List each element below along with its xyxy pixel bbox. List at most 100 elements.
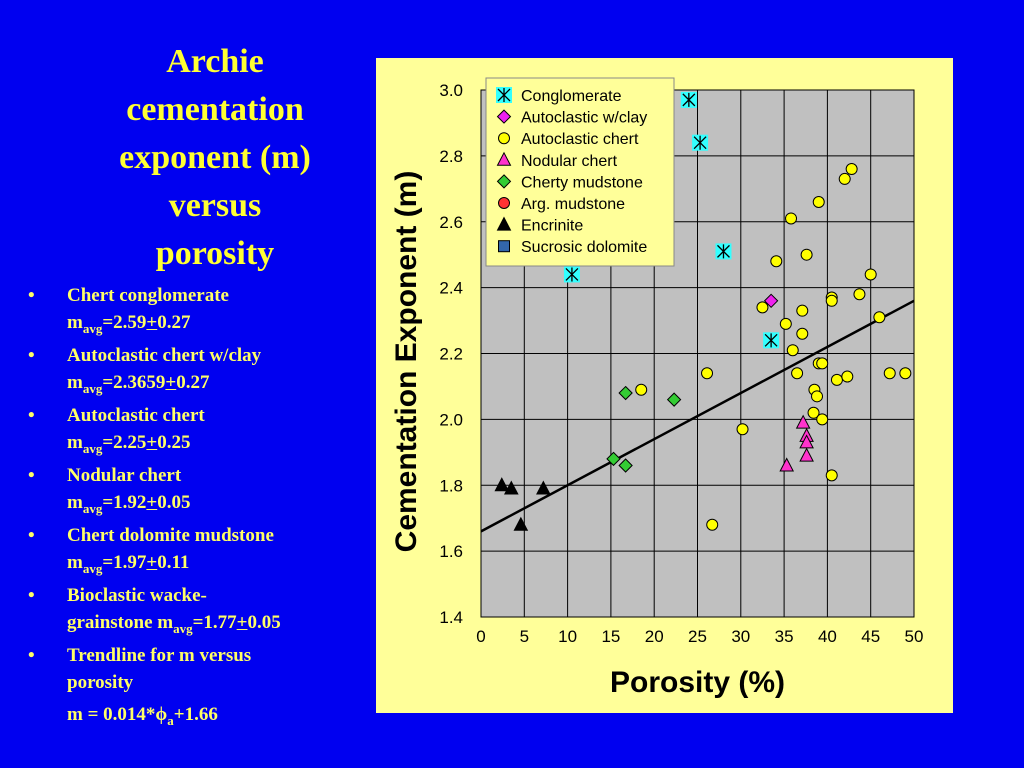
marker-asterisk-lines	[497, 88, 511, 102]
data-point	[811, 390, 824, 403]
x-axis-title: Porosity (%)	[610, 666, 785, 699]
value-prefix: m	[67, 432, 83, 453]
bullet-item: • Autoclastic chert mavg=2.25+0.25	[22, 402, 362, 456]
value-deviation: 0.05	[247, 612, 281, 633]
data-point	[864, 268, 877, 281]
data-point	[779, 317, 792, 330]
legend-marker	[496, 216, 512, 231]
marker-triangle	[503, 480, 519, 495]
marker-diamond	[618, 458, 633, 473]
bullet-label: Bioclastic wacke-	[67, 585, 207, 606]
marker-circle	[830, 373, 843, 386]
plus-minus-sign: +	[165, 372, 177, 393]
marker-circle	[811, 390, 824, 403]
bullet-item: • Autoclastic chert w/clay mavg=2.3659+0.2…	[22, 342, 362, 396]
x-tick-label: 35	[775, 627, 794, 646]
chart-panel: 0 5 10 15 20 25 30 35 40 45 50 1.4 1.6 1.8 2.0 2.2 2.4 2.…	[376, 58, 953, 713]
marker-diamond	[606, 451, 621, 467]
value-mean: =1.77	[192, 612, 237, 633]
value-subscript: avg	[173, 620, 193, 636]
bullet-marker: •	[28, 585, 35, 606]
marker-circle	[635, 383, 648, 396]
data-point	[779, 457, 795, 472]
marker-triangle	[799, 447, 814, 462]
slide-title: Archie cementation exponent (m) versus poros…	[85, 38, 345, 278]
y-tick-label: 1.8	[439, 476, 463, 495]
marker-diamond	[496, 109, 512, 124]
marker-circle	[785, 212, 798, 225]
value-prefix: porosity	[67, 672, 134, 693]
marker-circle	[853, 288, 866, 301]
data-point	[791, 367, 804, 380]
formula-suffix: +1.66	[173, 704, 218, 725]
data-point	[825, 469, 838, 482]
marker-circle	[736, 423, 749, 436]
bullet-value: mavg=2.59+0.27	[67, 309, 362, 336]
value-subscript: avg	[82, 500, 103, 516]
data-point	[756, 301, 769, 314]
marker-circle	[796, 304, 809, 317]
data-point	[799, 447, 814, 462]
value-mean: =1.92	[102, 492, 147, 513]
marker-circle	[825, 294, 838, 307]
legend-marker	[496, 174, 512, 189]
bullet-value: mavg=1.92+0.05	[67, 489, 362, 516]
data-point	[503, 480, 519, 495]
marker-circle	[800, 248, 813, 261]
legend-label: Sucrosic dolomite	[521, 239, 647, 256]
data-point	[800, 248, 813, 261]
marker-diamond	[763, 293, 779, 309]
marker-circle	[838, 172, 851, 185]
marker-circle	[779, 317, 792, 330]
legend-label: Conglomerate	[521, 88, 622, 105]
data-point	[715, 243, 732, 260]
marker-circle	[825, 469, 838, 482]
value-subscript: avg	[82, 440, 103, 456]
bullet-label: Nodular chert	[67, 465, 182, 486]
scatter-chart: 0 5 10 15 20 25 30 35 40 45 50 1.4 1.6 1.8 2.0 2.2 2.4 2.…	[390, 77, 924, 699]
marker-circle	[807, 406, 820, 419]
data-point	[816, 413, 829, 426]
y-tick-label: 3.0	[439, 81, 463, 100]
bullet-value: grainstone mavg=1.77+0.05	[67, 609, 362, 636]
plus-minus-sign: +	[146, 312, 158, 333]
legend-marker	[496, 109, 512, 124]
formula-prefix: m = 0.014*	[67, 704, 156, 725]
marker-circle	[841, 370, 854, 383]
legend-label: Encrinite	[521, 218, 583, 235]
marker-circle	[498, 197, 510, 209]
marker-circle	[845, 163, 858, 176]
title-line: porosity	[155, 235, 275, 272]
marker-asterisk-lines	[682, 92, 696, 107]
y-tick-label: 2.8	[439, 147, 463, 166]
data-point	[635, 383, 648, 396]
marker-asterisk-lines	[565, 267, 579, 282]
data-point	[873, 311, 886, 324]
bullet-value: mavg=1.97+0.11	[67, 549, 362, 576]
x-tick-label: 30	[731, 627, 750, 646]
value-prefix: m	[67, 492, 83, 513]
x-tick-label: 50	[905, 627, 924, 646]
y-tick-label: 2.4	[439, 279, 463, 298]
legend-label: Cherty mudstone	[521, 174, 643, 191]
value-deviation: 0.27	[176, 372, 210, 393]
data-point	[838, 172, 851, 185]
data-point	[706, 518, 719, 531]
value-deviation: 0.27	[157, 312, 191, 333]
plus-minus-sign: +	[146, 552, 158, 573]
marker-circle	[864, 268, 877, 281]
marker-circle	[786, 344, 799, 357]
phi-symbol: ϕ	[155, 704, 168, 725]
marker-triangle	[496, 216, 512, 231]
trendline-formula: m = 0.014*ϕa+1.66	[67, 704, 218, 727]
data-point	[494, 477, 510, 492]
bullet-label: Trendline for m versus	[67, 645, 252, 666]
bullet-marker: •	[28, 645, 35, 666]
bullet-item: • Bioclastic wacke-grainstone mavg=1.77+0…	[22, 582, 362, 636]
value-mean: =2.3659	[102, 372, 166, 393]
x-tick-label: 25	[688, 627, 707, 646]
data-point	[763, 332, 780, 349]
data-point	[701, 367, 714, 380]
data-point	[899, 367, 912, 380]
marker-circle	[873, 311, 886, 324]
